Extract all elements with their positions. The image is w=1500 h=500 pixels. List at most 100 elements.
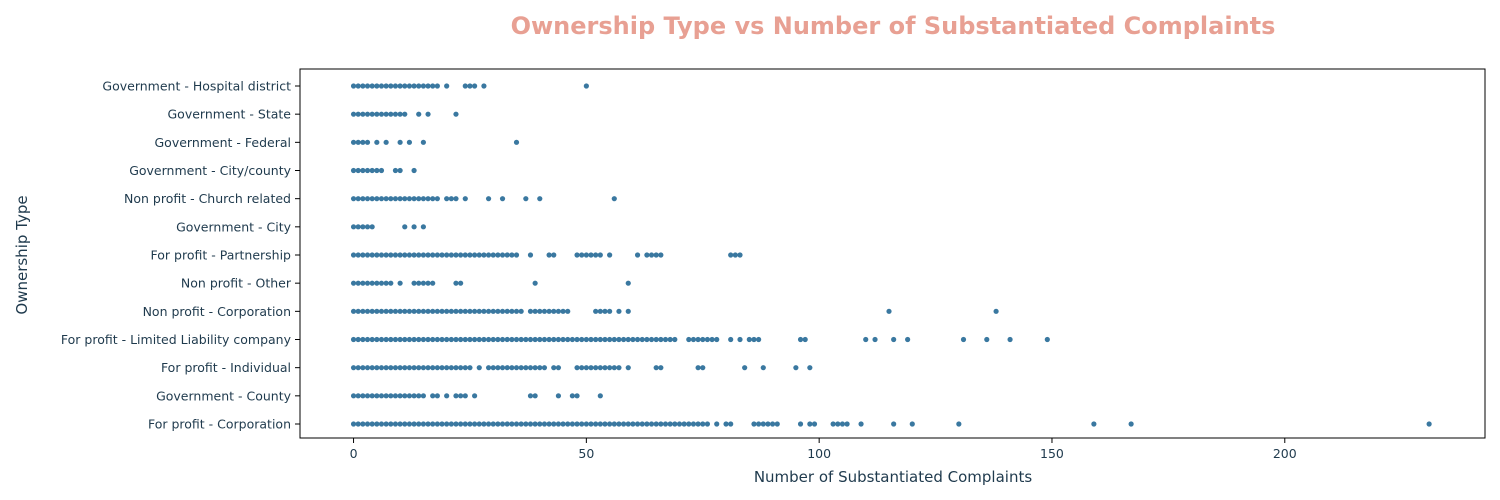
data-point (625, 308, 631, 314)
data-point (434, 83, 440, 89)
data-point (458, 252, 464, 258)
data-point (383, 83, 389, 89)
data-point (453, 252, 459, 258)
data-point (425, 280, 431, 286)
data-point (621, 421, 627, 427)
data-point (462, 196, 468, 202)
data-point (546, 308, 552, 314)
data-point (360, 139, 366, 145)
data-point (411, 421, 417, 427)
data-point (527, 393, 534, 399)
data-point (499, 252, 506, 258)
data-point (355, 139, 361, 145)
y-tick-label: For profit - Individual (161, 360, 291, 375)
data-point (863, 336, 869, 343)
data-point (527, 421, 534, 427)
data-point (374, 111, 380, 117)
data-point (630, 421, 636, 427)
data-point (499, 196, 506, 202)
data-point (444, 83, 450, 89)
data-point (639, 336, 645, 343)
data-point (625, 280, 631, 286)
data-point (388, 308, 394, 314)
data-point (397, 421, 403, 427)
data-point (639, 421, 645, 427)
data-point (588, 336, 594, 343)
data-points (350, 83, 1432, 427)
data-point (383, 308, 389, 314)
data-point (420, 224, 426, 230)
data-point (448, 308, 454, 314)
data-point (541, 308, 548, 314)
data-point (523, 196, 529, 202)
data-point (448, 336, 454, 343)
data-point (760, 365, 766, 371)
data-point (551, 365, 557, 371)
data-point (504, 336, 510, 343)
data-point (756, 421, 762, 427)
data-point (993, 308, 999, 314)
data-point (434, 365, 440, 371)
data-point (369, 280, 375, 286)
data-point (648, 252, 655, 258)
data-point (551, 421, 557, 427)
data-point (513, 252, 520, 258)
data-point (527, 365, 534, 371)
data-point (513, 336, 520, 343)
data-point (546, 252, 552, 258)
data-point (593, 336, 599, 343)
data-point (607, 336, 613, 343)
data-point (355, 421, 361, 427)
data-point (839, 421, 846, 427)
data-point (402, 365, 408, 371)
data-point (476, 365, 482, 371)
data-point (746, 336, 752, 343)
data-point (402, 252, 408, 258)
data-point (686, 336, 692, 343)
data-point (392, 393, 399, 399)
data-point (360, 308, 366, 314)
data-point (583, 421, 589, 427)
data-point (444, 393, 450, 399)
data-point (360, 83, 366, 89)
data-point (425, 365, 431, 371)
data-point (700, 365, 706, 371)
data-point (458, 393, 464, 399)
data-point (616, 421, 622, 427)
data-point (737, 336, 743, 343)
data-point (467, 365, 473, 371)
data-point (364, 167, 371, 174)
data-point (392, 83, 399, 89)
data-point (481, 308, 487, 314)
data-point (574, 393, 580, 399)
data-point (858, 421, 864, 427)
data-point (672, 336, 678, 343)
data-point (458, 336, 464, 343)
data-point (350, 280, 357, 286)
data-point (364, 196, 371, 202)
data-point (378, 196, 385, 202)
data-point (909, 421, 915, 427)
data-point (364, 336, 371, 343)
data-point (360, 252, 366, 258)
data-point (728, 421, 734, 427)
data-point (634, 336, 641, 343)
data-point (653, 252, 659, 258)
data-point (513, 365, 520, 371)
data-point (625, 421, 631, 427)
data-point (648, 336, 655, 343)
data-point (476, 308, 482, 314)
data-point (383, 196, 389, 202)
data-point (541, 336, 548, 343)
data-point (388, 280, 394, 286)
data-point (565, 336, 571, 343)
data-point (434, 196, 440, 202)
data-point (416, 336, 422, 343)
y-tick-label: Government - Hospital district (102, 79, 291, 94)
data-point (648, 421, 655, 427)
data-point (658, 336, 664, 343)
data-point (485, 252, 492, 258)
data-point (472, 83, 478, 89)
data-point (495, 421, 501, 427)
data-point (383, 393, 389, 399)
